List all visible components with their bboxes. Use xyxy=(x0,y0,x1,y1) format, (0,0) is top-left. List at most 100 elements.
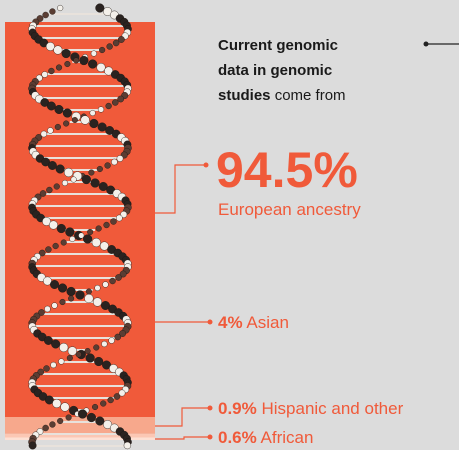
helix-bead xyxy=(71,116,78,124)
helix-bead xyxy=(119,330,127,337)
helix-bead xyxy=(93,344,100,351)
helix-bead xyxy=(46,101,56,111)
helix-bead xyxy=(65,414,72,421)
helix-bead xyxy=(92,297,103,307)
helix-bead xyxy=(41,71,48,78)
value-label: 0.9% xyxy=(218,399,257,418)
helix-bead xyxy=(47,127,54,134)
helix-bead xyxy=(45,42,55,51)
helix-bead xyxy=(116,155,124,162)
helix-bead xyxy=(28,441,37,450)
segment-label: 4% Asian xyxy=(218,313,289,332)
title: Current genomic xyxy=(218,37,338,54)
helix-bead xyxy=(89,109,96,117)
helix-bead xyxy=(90,50,97,57)
helix-bead xyxy=(43,336,53,345)
helix-bead xyxy=(88,59,98,69)
helix-bead xyxy=(98,182,108,191)
helix-bead xyxy=(103,221,110,229)
connector-dot xyxy=(207,405,213,411)
helix-bead xyxy=(119,270,127,278)
title-bold: studies xyxy=(218,87,271,104)
helix-bead xyxy=(110,218,117,225)
helix-bead xyxy=(96,62,106,73)
helix-bead xyxy=(44,395,54,405)
helix-bead xyxy=(40,130,48,138)
helix-bead xyxy=(55,64,63,71)
helix-bead xyxy=(115,214,123,222)
helix-bead xyxy=(97,106,105,113)
helix-bead xyxy=(83,234,93,244)
helix-bead xyxy=(80,115,90,125)
helix-bead xyxy=(49,421,56,428)
helix-bead xyxy=(61,179,68,187)
helix-bead xyxy=(99,241,109,251)
helix-bead xyxy=(111,158,118,166)
helix-bead xyxy=(95,3,105,13)
value-label: 94.5% xyxy=(216,142,358,198)
connector xyxy=(155,407,209,427)
helix-bead xyxy=(86,412,96,423)
segment-label: 0.9% Hispanic and other xyxy=(218,399,404,418)
helix-bead xyxy=(52,242,59,250)
helix-bead xyxy=(78,232,85,239)
segment-label: 0.6% African xyxy=(218,428,313,447)
helix-bead xyxy=(92,403,99,411)
helix-bead xyxy=(49,8,56,15)
helix-bead xyxy=(60,239,67,246)
helix-bead xyxy=(53,45,63,55)
helix-bead xyxy=(62,108,72,118)
helix-bead xyxy=(57,283,68,293)
helix-bead xyxy=(51,339,61,349)
helix-bead xyxy=(109,277,116,285)
connector xyxy=(155,436,209,440)
helix-bead xyxy=(59,298,66,306)
helix-bead xyxy=(69,235,76,243)
helix-bead xyxy=(123,441,132,450)
helix-bead xyxy=(48,67,55,75)
helix-bead xyxy=(54,123,61,131)
helix-bead xyxy=(120,211,128,218)
helix-bead xyxy=(67,346,77,356)
helix-bead xyxy=(51,302,58,309)
bar-segment xyxy=(5,433,155,438)
helix-bead xyxy=(66,354,73,362)
dna-helix xyxy=(28,3,132,450)
category-label: European ancestry xyxy=(218,200,361,219)
helix-bead xyxy=(102,360,112,370)
helix-bead xyxy=(107,396,114,404)
helix-bead xyxy=(43,276,52,286)
helix-bead xyxy=(105,102,112,110)
helix-bead xyxy=(101,340,108,348)
category-label: African xyxy=(261,428,314,447)
helix-bead xyxy=(75,351,82,358)
helix-bead xyxy=(47,161,57,170)
helix-bead xyxy=(97,122,107,132)
helix-bead xyxy=(96,165,103,173)
connector-dot xyxy=(207,434,213,440)
helix-bead xyxy=(60,402,70,412)
title-rest: come from xyxy=(275,87,346,104)
helix-bead xyxy=(95,225,102,232)
title: studies come from xyxy=(218,87,346,104)
helix-bead xyxy=(38,249,46,257)
helix-bead xyxy=(59,342,69,353)
helix-bead xyxy=(91,237,101,248)
helix-bead xyxy=(89,118,99,129)
value-label: 0.6% xyxy=(218,428,257,447)
helix-bead xyxy=(77,409,88,419)
helix-bead xyxy=(43,365,50,372)
helix-bead xyxy=(63,120,70,127)
helix-bead xyxy=(108,337,115,344)
helix-bead xyxy=(106,43,113,50)
helix-bead xyxy=(104,162,111,169)
helix-bead xyxy=(53,183,60,190)
helix-bead xyxy=(85,353,95,363)
connector-dot xyxy=(207,319,213,325)
helix-bead xyxy=(79,55,89,66)
helix-bead xyxy=(45,246,52,253)
helix-bead xyxy=(42,424,49,432)
helix-bead xyxy=(38,309,45,316)
